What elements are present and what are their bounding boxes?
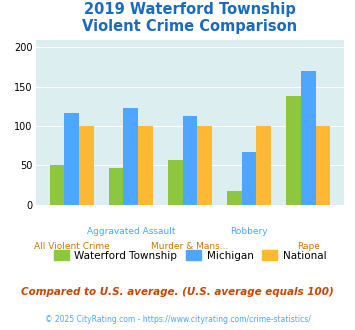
- Bar: [168, 160, 182, 205]
- Text: Rape: Rape: [297, 242, 320, 251]
- Bar: [182, 116, 197, 205]
- Bar: [124, 108, 138, 205]
- Text: Aggravated Assault: Aggravated Assault: [87, 227, 175, 236]
- Text: Robbery: Robbery: [230, 227, 268, 236]
- Bar: [79, 126, 94, 205]
- Text: © 2025 CityRating.com - https://www.cityrating.com/crime-statistics/: © 2025 CityRating.com - https://www.city…: [45, 315, 310, 324]
- Bar: [50, 165, 64, 205]
- Text: All Violent Crime: All Violent Crime: [34, 242, 110, 251]
- Text: Compared to U.S. average. (U.S. average equals 100): Compared to U.S. average. (U.S. average …: [21, 287, 334, 297]
- Bar: [138, 126, 153, 205]
- Bar: [64, 114, 79, 205]
- Text: Murder & Mans...: Murder & Mans...: [151, 242, 229, 251]
- Bar: [197, 126, 212, 205]
- Bar: [316, 126, 330, 205]
- Title: 2019 Waterford Township
Violent Crime Comparison: 2019 Waterford Township Violent Crime Co…: [82, 2, 297, 34]
- Bar: [242, 152, 256, 205]
- Bar: [109, 168, 124, 205]
- Bar: [256, 126, 271, 205]
- Bar: [286, 96, 301, 205]
- Legend: Waterford Township, Michigan, National: Waterford Township, Michigan, National: [49, 246, 331, 265]
- Bar: [301, 71, 316, 205]
- Bar: [227, 191, 242, 205]
